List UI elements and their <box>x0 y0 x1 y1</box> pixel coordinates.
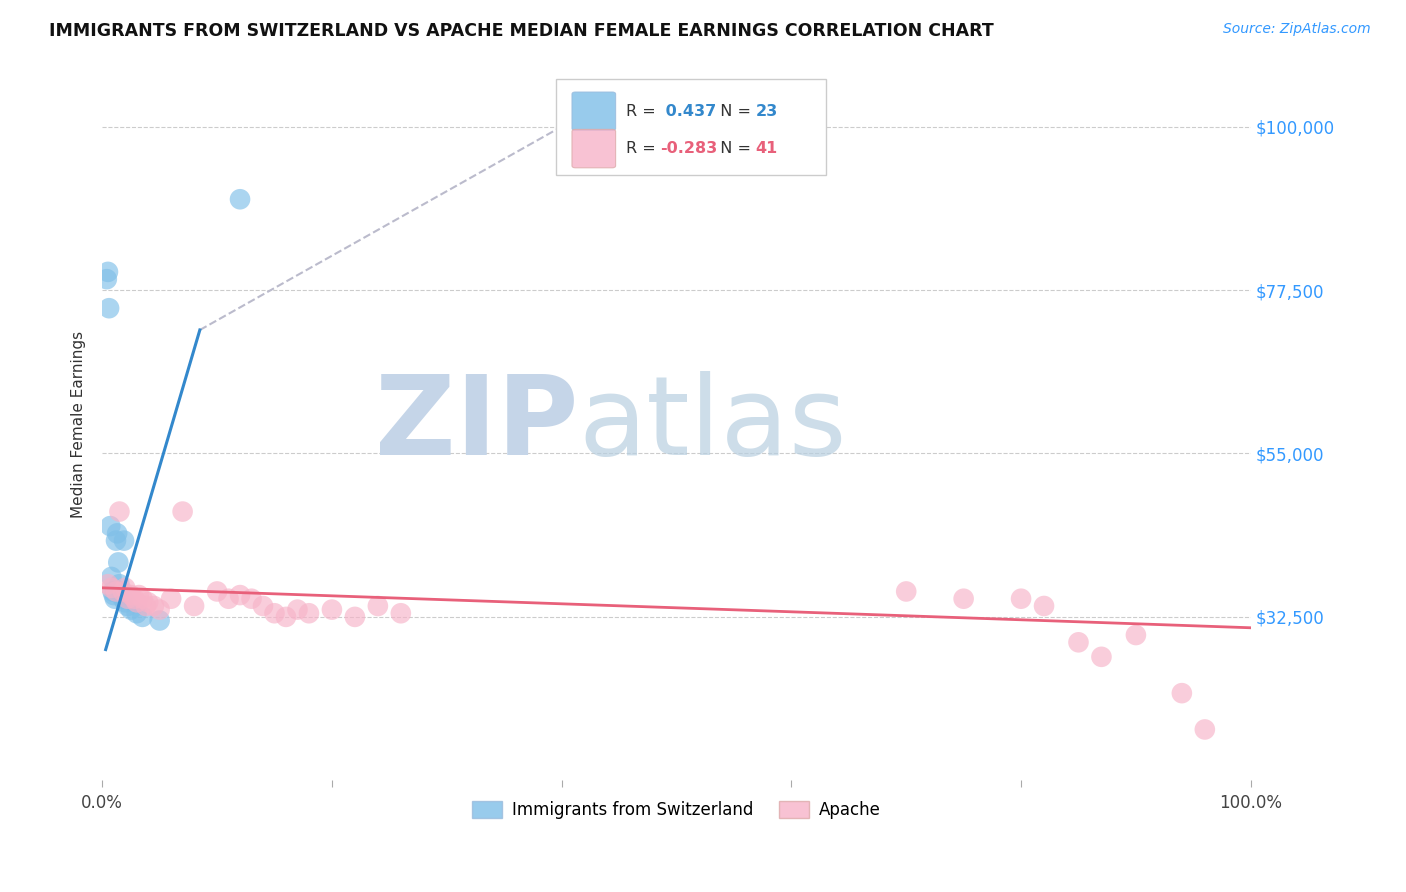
Point <box>218 591 240 606</box>
Point <box>229 588 252 602</box>
Point <box>205 584 228 599</box>
Text: -0.283: -0.283 <box>661 141 717 156</box>
Point <box>135 599 157 613</box>
Point <box>101 584 124 599</box>
Point <box>1171 686 1194 700</box>
Point <box>120 588 142 602</box>
Point <box>274 610 297 624</box>
FancyBboxPatch shape <box>572 92 616 130</box>
Text: IMMIGRANTS FROM SWITZERLAND VS APACHE MEDIAN FEMALE EARNINGS CORRELATION CHART: IMMIGRANTS FROM SWITZERLAND VS APACHE ME… <box>49 22 994 40</box>
Point <box>160 591 183 606</box>
Text: R =: R = <box>626 103 661 119</box>
Point <box>100 570 122 584</box>
Text: N =: N = <box>710 103 756 119</box>
Point <box>110 584 132 599</box>
Point <box>389 606 412 620</box>
Point <box>952 591 974 606</box>
Point <box>131 591 153 606</box>
Point <box>104 584 127 599</box>
Point <box>117 591 139 606</box>
Point <box>96 272 118 286</box>
Point <box>124 591 146 606</box>
Text: atlas: atlas <box>579 371 848 478</box>
Point <box>1067 635 1090 649</box>
Point <box>1125 628 1147 642</box>
Point <box>367 599 389 613</box>
Point <box>149 614 172 628</box>
Text: N =: N = <box>710 141 756 156</box>
Point <box>107 556 129 570</box>
Point <box>111 591 134 606</box>
Point <box>298 606 321 620</box>
Point <box>104 533 127 548</box>
Point <box>131 610 153 624</box>
Point <box>120 602 142 616</box>
Point <box>128 588 150 602</box>
Point <box>98 301 121 316</box>
Point <box>112 533 135 548</box>
Point <box>114 595 136 609</box>
Point <box>172 505 194 519</box>
Point <box>240 591 263 606</box>
Point <box>896 584 918 599</box>
Point <box>103 588 125 602</box>
Point <box>125 606 148 620</box>
Text: ZIP: ZIP <box>375 371 579 478</box>
Point <box>1033 599 1056 613</box>
Point <box>114 581 136 595</box>
FancyBboxPatch shape <box>555 79 825 176</box>
Point <box>105 526 128 541</box>
Point <box>1090 649 1112 664</box>
Text: Source: ZipAtlas.com: Source: ZipAtlas.com <box>1223 22 1371 37</box>
Point <box>104 591 127 606</box>
Point <box>111 588 134 602</box>
Text: 41: 41 <box>756 141 778 156</box>
Text: 0.437: 0.437 <box>661 103 717 119</box>
Text: 23: 23 <box>756 103 778 119</box>
Point <box>108 577 131 591</box>
Point <box>1010 591 1032 606</box>
Point <box>343 610 366 624</box>
Point <box>142 599 165 613</box>
Point <box>98 519 121 533</box>
Point <box>252 599 274 613</box>
Y-axis label: Median Female Earnings: Median Female Earnings <box>72 331 86 518</box>
Point <box>117 599 139 613</box>
Point <box>125 595 148 609</box>
Point <box>108 505 131 519</box>
Point <box>229 192 252 206</box>
Point <box>97 577 120 591</box>
Point <box>321 602 343 616</box>
Point <box>149 602 172 616</box>
Point <box>287 602 309 616</box>
FancyBboxPatch shape <box>572 129 616 168</box>
Point <box>136 595 159 609</box>
Point <box>1194 723 1216 737</box>
Point <box>183 599 205 613</box>
Text: R =: R = <box>626 141 661 156</box>
Point <box>263 606 285 620</box>
Point <box>111 584 134 599</box>
Point <box>100 581 122 595</box>
Legend: Immigrants from Switzerland, Apache: Immigrants from Switzerland, Apache <box>465 794 887 825</box>
Point <box>97 265 120 279</box>
